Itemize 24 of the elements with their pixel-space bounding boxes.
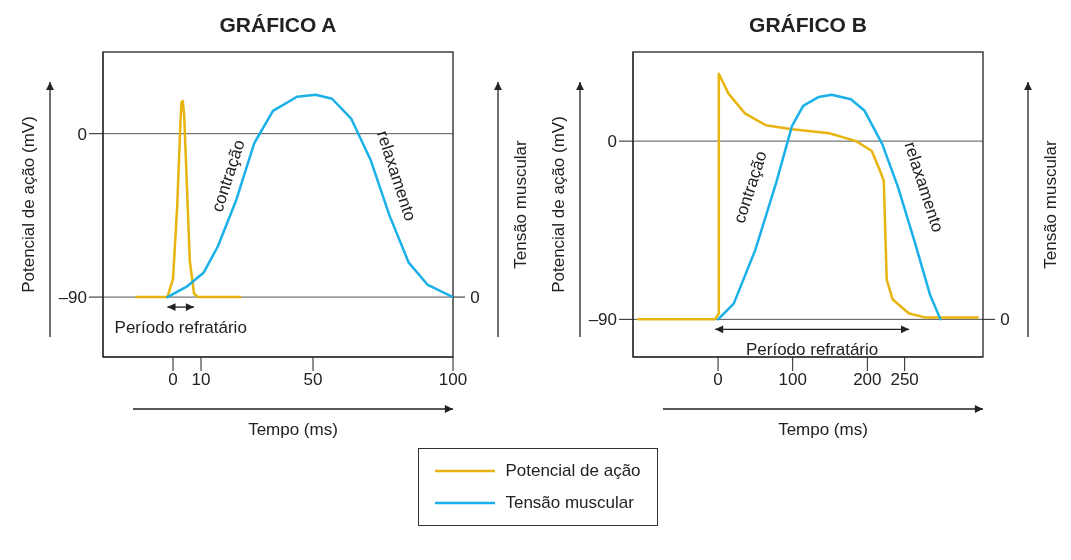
annotation: Período refratário [114, 317, 247, 337]
y2-axis-title: Tensão muscular [1040, 139, 1060, 269]
annotation: Período refratário [745, 339, 879, 359]
y-axis-title: Potencial de ação (mV) [18, 116, 38, 293]
y-tick-label: –90 [58, 288, 87, 308]
x-tick-label: 10 [191, 370, 211, 390]
text: 0 [1000, 309, 1010, 329]
x-tick-label: 200 [853, 370, 882, 390]
x-tick-label: 100 [438, 370, 468, 390]
y2-axis-title: Tensão muscular [510, 139, 530, 269]
legend-label: Tensão muscular [505, 493, 634, 513]
chart-title: GRÁFICO A [218, 12, 338, 38]
text: 0 [470, 287, 480, 307]
legend-label: Potencial de ação [505, 461, 641, 481]
chart-title: GRÁFICO B [748, 12, 868, 38]
y-axis-title: Potencial de ação (mV) [548, 116, 568, 293]
x-tick-label: 0 [168, 370, 178, 390]
x-axis-title: Tempo (ms) [248, 419, 338, 439]
x-tick-label: 100 [778, 370, 807, 390]
x-tick-label: 0 [713, 370, 723, 390]
x-axis-title: Tempo (ms) [778, 419, 868, 439]
x-tick-label: 50 [303, 370, 323, 390]
y-tick-label: –90 [588, 310, 617, 330]
x-tick-label: 250 [890, 370, 919, 390]
